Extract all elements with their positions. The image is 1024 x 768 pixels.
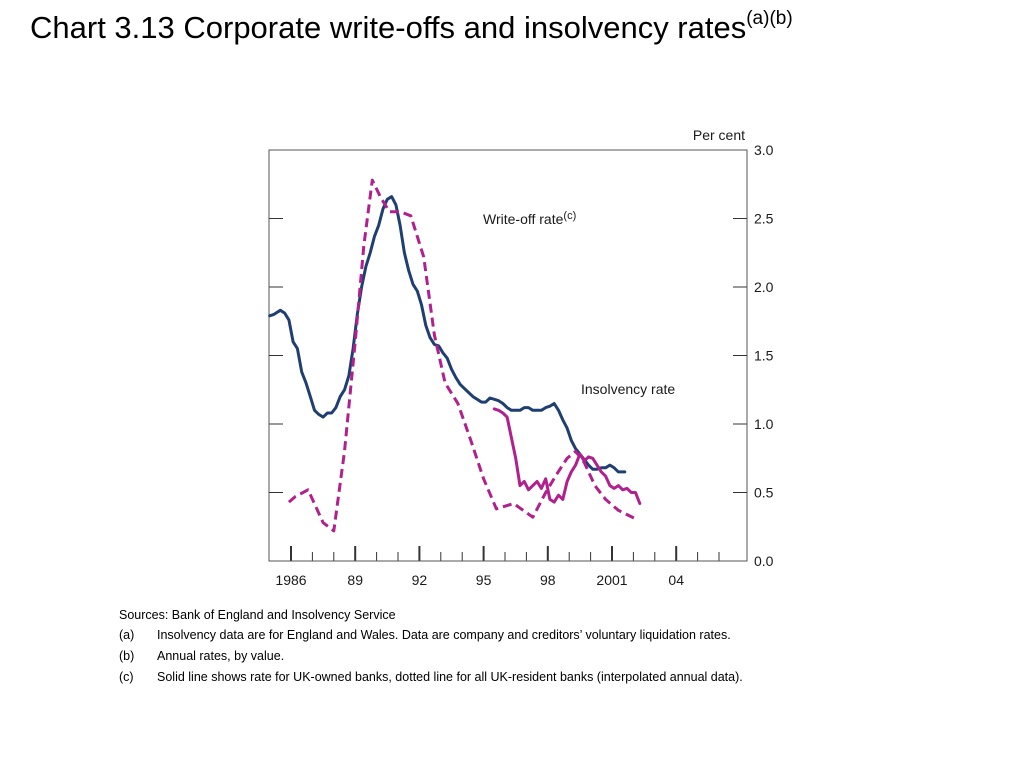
footnote-a-text: Insolvency data are for England and Wale… [157,628,731,642]
y-tick-label-6: 3.0 [754,142,774,158]
x-tick-label-3: 95 [476,572,492,588]
writeoff-rate-uk-owned-line [492,407,642,505]
x-tick-label-6: 04 [668,572,684,588]
labels-layer: Per cent Write-off rate(c) Insolvency ra… [275,127,773,588]
writeoff-rate-uk-resident-line [287,178,639,533]
y-tick-label-0: 0.0 [754,553,774,569]
footnote-a: (a) Insolvency data are for England and W… [119,628,759,643]
y-axis-unit-label: Per cent [693,127,745,143]
y-tick-label-1: 0.5 [754,485,774,501]
series-layer [268,178,642,533]
chart-title-text: Chart 3.13 Corporate write-offs and inso… [30,10,747,45]
series-label-writeoff-name: Write-off rate [483,211,564,227]
footnote-c-label: (c) [119,670,134,684]
x-tick-label-4: 98 [540,572,556,588]
x-tick-label-5: 2001 [596,572,627,588]
y-tick-label-2: 1.0 [754,416,774,432]
x-tick-label-2: 92 [412,572,428,588]
footnote-b: (b) Annual rates, by value. [119,649,759,664]
footnote-c-text: Solid line shows rate for UK-owned banks… [157,670,743,684]
series-label-insolvency: Insolvency rate [581,381,675,397]
insolvency-rate-line [268,195,627,474]
chart-title-superscript: (a)(b) [746,8,793,29]
footnote-c: (c) Solid line shows rate for UK-owned ba… [119,670,759,685]
y-tick-label-4: 2.0 [754,279,774,295]
line-chart: Per cent Write-off rate(c) Insolvency ra… [268,127,774,588]
footnote-b-text: Annual rates, by value. [157,649,285,663]
x-tick-label-1: 89 [347,572,363,588]
series-label-writeoff: Write-off rate(c) [483,210,576,227]
x-tick-label-0: 1986 [275,572,306,588]
sources-note: Sources: Bank of England and Insolvency … [119,608,396,622]
chart-title: Chart 3.13 Corporate write-offs and inso… [30,8,793,46]
footnote-a-label: (a) [119,628,135,642]
y-tick-label-5: 2.5 [754,211,774,227]
plot-frame [268,149,748,562]
y-tick-label-3: 1.5 [754,348,774,364]
series-label-writeoff-superscript: (c) [563,210,576,222]
chart-notes: Sources: Bank of England and Insolvency … [119,608,759,691]
footnote-b-label: (b) [119,649,135,663]
